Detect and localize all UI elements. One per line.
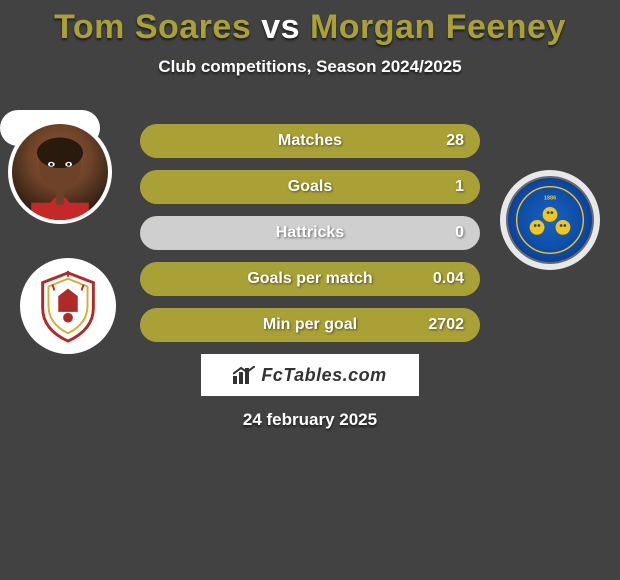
stat-row: Hattricks0 xyxy=(140,216,480,250)
content-area: 1886 Matches28Goals1Hattricks0Goals per … xyxy=(0,110,620,146)
date-line: 24 february 2025 xyxy=(0,410,620,430)
stat-row: Min per goal2702 xyxy=(140,308,480,342)
stat-value: 1 xyxy=(455,170,464,204)
page-title: Tom Soares vs Morgan Feeney xyxy=(0,0,620,47)
stat-value: 0 xyxy=(455,216,464,250)
svg-text:1886: 1886 xyxy=(544,196,556,202)
stat-label: Hattricks xyxy=(140,216,480,250)
title-player2: Morgan Feeney xyxy=(310,8,566,46)
stat-label: Goals per match xyxy=(140,262,480,296)
subtitle: Club competitions, Season 2024/2025 xyxy=(0,57,620,77)
stat-row: Matches28 xyxy=(140,124,480,158)
stat-row: Goals1 xyxy=(140,170,480,204)
title-player1: Tom Soares xyxy=(54,8,251,46)
title-vs: vs xyxy=(261,8,300,46)
stat-label: Goals xyxy=(140,170,480,204)
stat-label: Matches xyxy=(140,124,480,158)
club-crest-shrewsbury-town: 1886 xyxy=(500,170,600,270)
stat-value: 28 xyxy=(446,124,464,158)
chart-icon xyxy=(233,366,255,384)
stat-value: 0.04 xyxy=(433,262,464,296)
branding-badge: FcTables.com xyxy=(201,354,419,396)
player-avatar-tom-soares xyxy=(8,120,112,224)
stats-column: Matches28 Goals1 Hattricks0 Goals per match… xyxy=(140,124,480,354)
stat-value: 2702 xyxy=(428,308,464,342)
stat-row: Goals per match0.04 xyxy=(140,262,480,296)
club-crest-stevenage xyxy=(20,258,116,354)
branding-text: FcTables.com xyxy=(261,365,386,386)
